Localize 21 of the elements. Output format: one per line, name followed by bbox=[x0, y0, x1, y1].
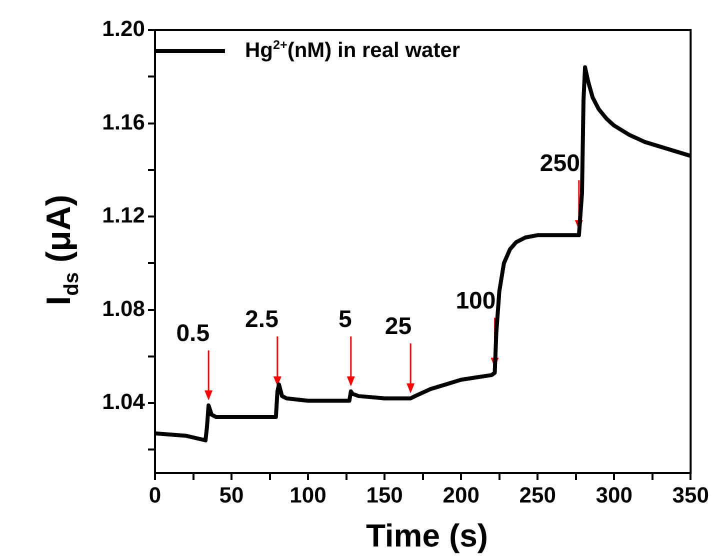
x-tick-label: 100 bbox=[290, 482, 326, 508]
annotation: 100 bbox=[456, 287, 496, 314]
y-tick-label: 1.16 bbox=[102, 109, 145, 134]
x-tick-label: 250 bbox=[519, 482, 556, 508]
legend-label: Hg$^{2+}$(nM) in real water bbox=[245, 38, 460, 63]
x-tick-label: 200 bbox=[442, 482, 480, 508]
y-tick-label: 1.12 bbox=[102, 202, 145, 228]
x-tick-label: 150 bbox=[366, 482, 403, 508]
annotation: 2.5 bbox=[245, 306, 278, 334]
x-tick-label: 350 bbox=[672, 482, 710, 508]
x-axis-title: Time (s) bbox=[366, 518, 488, 554]
annotation: 5 bbox=[338, 306, 352, 334]
x-tick-label: 50 bbox=[219, 482, 244, 508]
y-tick-label: 1.08 bbox=[102, 296, 145, 321]
annotation: 25 bbox=[384, 313, 412, 340]
annotation: 0.5 bbox=[176, 320, 210, 348]
annotation: 250 bbox=[540, 150, 580, 177]
y-tick-label: 1.20 bbox=[102, 16, 145, 42]
x-tick-label: 0 bbox=[148, 482, 162, 508]
x-tick-label: 300 bbox=[596, 482, 632, 508]
y-tick-label: 1.04 bbox=[102, 389, 146, 414]
